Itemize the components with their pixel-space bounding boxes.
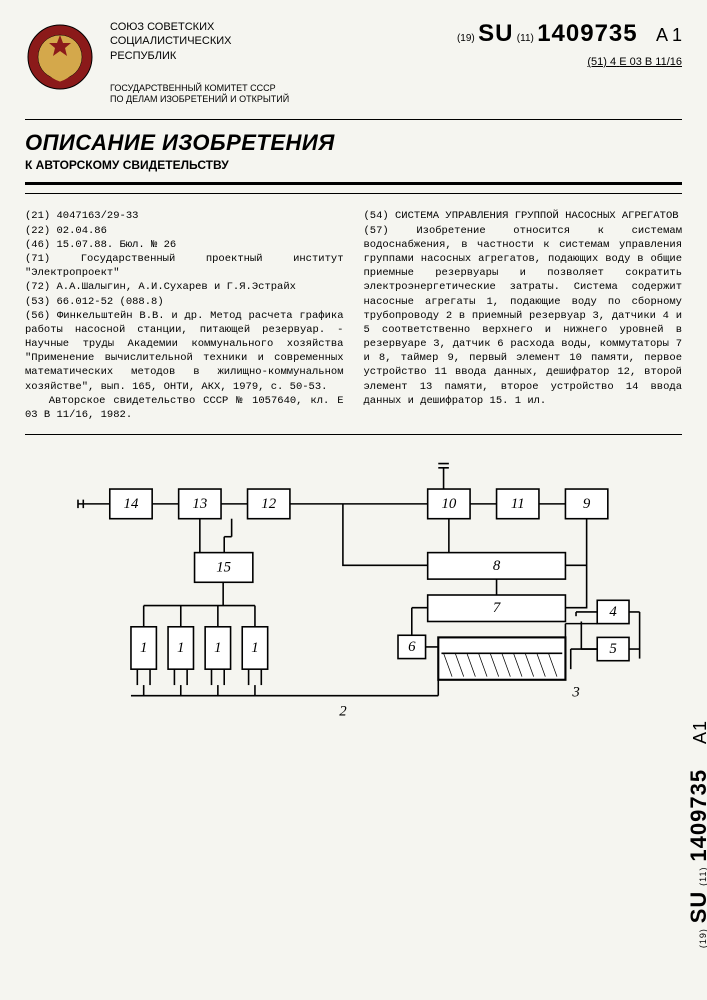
svg-text:5: 5	[609, 641, 616, 657]
svg-text:11: 11	[511, 496, 525, 512]
svg-text:10: 10	[441, 496, 456, 512]
svg-text:15: 15	[216, 560, 231, 576]
svg-text:14: 14	[124, 496, 139, 512]
svg-text:1: 1	[140, 640, 147, 656]
document-title: ОПИСАНИЕ ИЗОБРЕТЕНИЯ	[25, 130, 682, 156]
divider-thick	[25, 182, 682, 185]
svg-text:7: 7	[493, 600, 501, 616]
committee-name: ГОСУДАРСТВЕННЫЙ КОМИТЕТ СССР ПО ДЕЛАМ ИЗ…	[110, 83, 442, 105]
svg-text:1: 1	[214, 640, 221, 656]
right-column-text: (54) СИСТЕМА УПРАВЛЕНИЯ ГРУППОЙ НАСОСНЫХ…	[364, 209, 683, 422]
block-diagram: 141312101191587456111132	[25, 455, 682, 735]
svg-text:4: 4	[609, 604, 617, 620]
svg-text:1: 1	[251, 640, 258, 656]
svg-text:3: 3	[571, 685, 579, 701]
svg-text:2: 2	[339, 704, 347, 720]
divider	[25, 119, 682, 120]
svg-text:13: 13	[192, 496, 207, 512]
svg-text:6: 6	[408, 639, 416, 655]
patent-codes: (19) SU (11) 1409735 A 1 (51) 4 E 03 B 1…	[457, 20, 682, 68]
divider	[25, 193, 682, 194]
svg-text:9: 9	[583, 496, 591, 512]
document-subtitle: К АВТОРСКОМУ СВИДЕТЕЛЬСТВУ	[25, 158, 682, 172]
divider	[25, 434, 682, 435]
svg-text:8: 8	[493, 558, 501, 574]
union-name: СОЮЗ СОВЕТСКИХ СОЦИАЛИСТИЧЕСКИХ РЕСПУБЛИ…	[110, 20, 442, 63]
ussr-emblem	[25, 20, 95, 95]
svg-text:1: 1	[177, 640, 184, 656]
side-patent-code: (19) SU (11) 1409735 A1	[686, 720, 707, 948]
svg-text:12: 12	[261, 496, 276, 512]
left-column-text: (21) 4047163/29-33 (22) 02.04.86 (46) 15…	[25, 209, 344, 422]
